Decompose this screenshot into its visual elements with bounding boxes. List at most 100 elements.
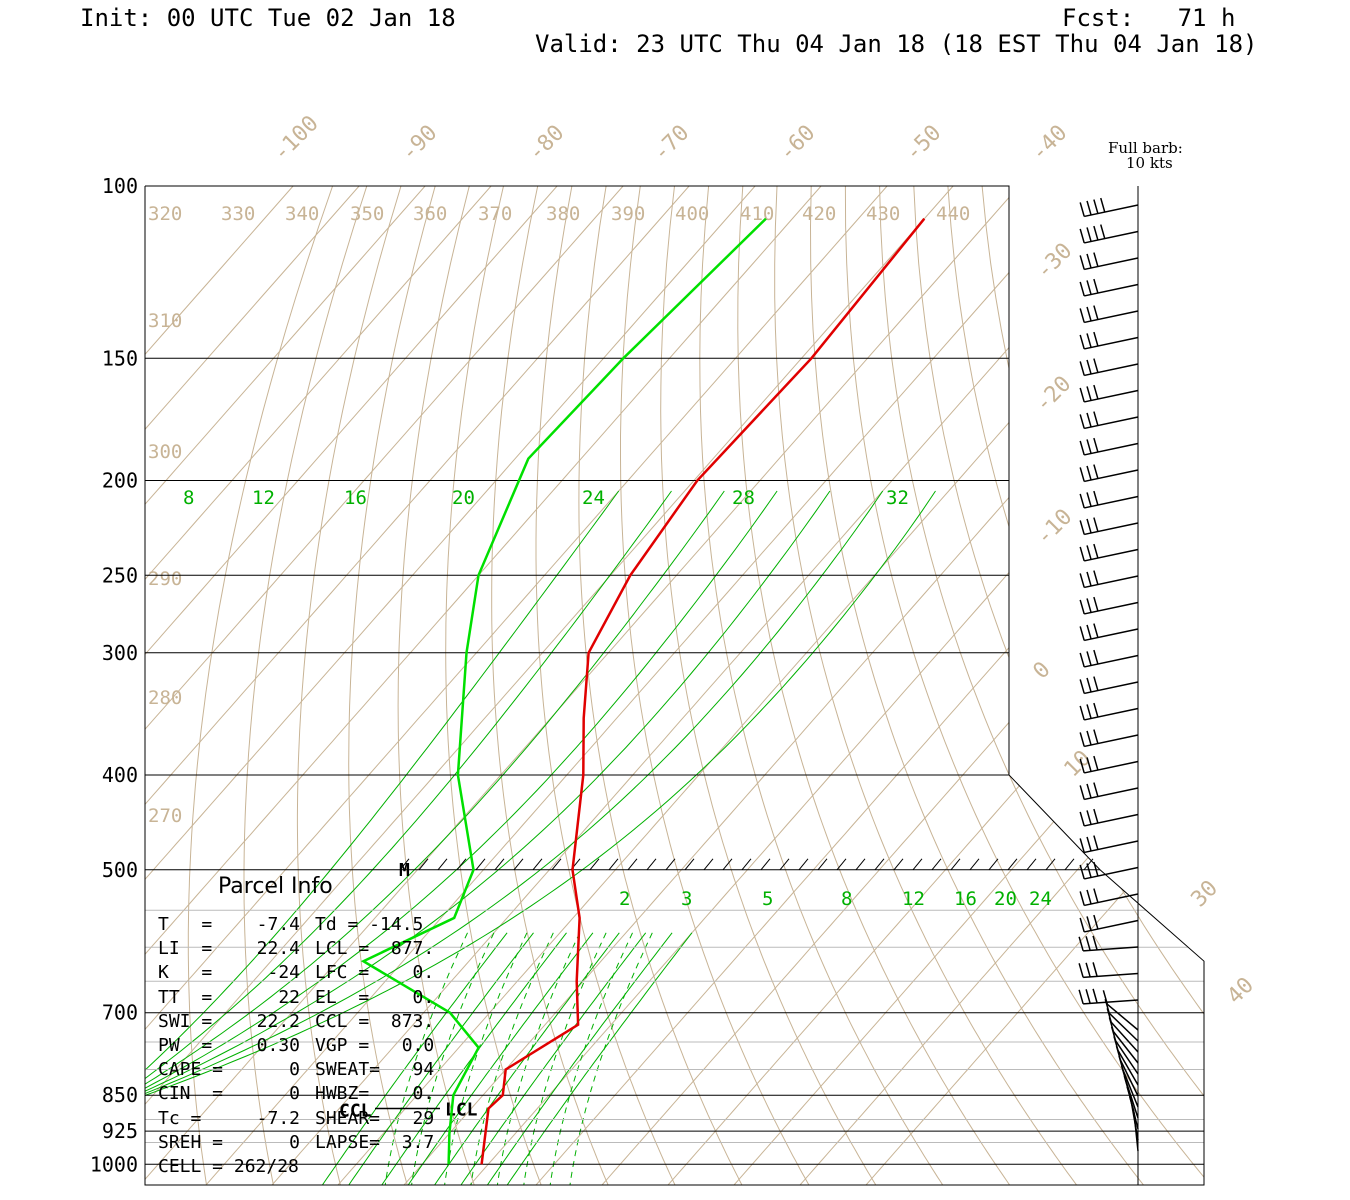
wind-barb-feather	[1092, 988, 1098, 1004]
hatch-mark	[1064, 858, 1075, 871]
hatch-mark	[532, 858, 543, 871]
wind-barb	[1084, 734, 1139, 748]
dry-adiabat-line	[774, 186, 1078, 1185]
parcel-row-label: TT =	[158, 986, 213, 1008]
wind-barb	[1084, 257, 1139, 271]
wind-barb-low	[1112, 1031, 1139, 1064]
parcel-row-extra: EL = 0.	[315, 986, 435, 1008]
wind-barb	[1084, 442, 1139, 456]
wind-barb-feather	[1086, 253, 1092, 269]
wind-barb-low	[1117, 1049, 1139, 1086]
wind-barb-feather	[1086, 651, 1092, 666]
moist-adiabat-line	[460, 932, 647, 1185]
hatch-mark	[950, 858, 961, 871]
wind-barb-feather	[1086, 306, 1092, 322]
wind-barb-feather	[1086, 810, 1092, 825]
wind-barb-feather	[1092, 962, 1098, 977]
dry-adiabat-line	[913, 186, 1204, 1185]
isotherm-line	[403, 186, 1204, 1185]
mixing-ratio-line	[145, 490, 831, 1184]
hatch-mark	[817, 858, 828, 871]
theta-label: 370	[478, 203, 512, 225]
dry-adiabat-line	[1015, 186, 1204, 1185]
mixing-ratio-label-lower: 8	[841, 888, 852, 910]
mixing-ratio-label: 24	[582, 487, 605, 509]
wind-barb-feather	[1086, 439, 1092, 454]
isotherm-label: -40	[1027, 120, 1073, 166]
wind-barb-feather	[1093, 808, 1099, 824]
hatch-mark	[494, 858, 505, 871]
wind-barb-feather	[1086, 412, 1092, 428]
mixing-ratio-label: 12	[252, 487, 275, 509]
theta-label: 360	[413, 203, 447, 225]
mixing-ratio-dashed-line	[384, 932, 468, 1185]
dry-adiabat-line	[187, 186, 334, 1185]
wind-barb-feather	[1093, 252, 1099, 267]
wind-barb-feather	[1079, 891, 1085, 906]
mixing-ratio-dashed-line	[444, 932, 528, 1185]
wind-barb-feather	[1079, 361, 1085, 376]
wind-barb-feather	[1079, 785, 1085, 800]
wind-barb-feather	[1093, 649, 1099, 665]
isotherm-line	[145, 186, 822, 1185]
wind-barb-feather	[1079, 546, 1085, 562]
wind-barb	[1084, 601, 1139, 615]
mixing-ratio-line	[145, 490, 620, 1184]
wind-barb-feather	[1079, 705, 1085, 721]
parcel-row-extra: LCL = 877.	[315, 938, 435, 960]
hatch-mark	[1007, 858, 1018, 871]
parcel-row-extra: LAPSE= 3.7	[315, 1131, 435, 1153]
dewpoint-profile	[360, 217, 767, 1165]
theta-label: 280	[148, 687, 182, 709]
hatch-mark	[703, 858, 714, 871]
wind-barb-feather	[1086, 200, 1092, 216]
theta-label: 300	[148, 441, 182, 463]
hatch-mark	[475, 858, 486, 871]
wind-barb-feather	[1093, 384, 1099, 400]
isotherm-label: -60	[775, 120, 821, 166]
wind-barb	[1084, 654, 1139, 668]
wind-barb-feather	[1079, 573, 1085, 588]
wind-barb-feather	[1093, 490, 1099, 506]
theta-label: 430	[866, 203, 900, 225]
ccl-label: CCL	[339, 1101, 372, 1122]
wind-barb	[1084, 813, 1139, 827]
dry-adiabat-line	[737, 186, 1011, 1185]
isotherm-label: 40	[1223, 973, 1259, 1009]
hatch-mark	[418, 858, 429, 871]
wind-barb-feather	[1079, 732, 1085, 747]
wind-barb-feather	[1093, 596, 1099, 612]
isotherm-label: -10	[1032, 504, 1078, 550]
wind-barb-feather	[1093, 623, 1099, 638]
parcel-row-extra: CCL = 873.	[315, 1010, 435, 1032]
diagram-frame	[144, 185, 1205, 1186]
theta-label: 270	[148, 805, 182, 827]
wind-barb-feather	[1086, 757, 1092, 772]
wind-barb-feather	[1078, 963, 1084, 978]
dry-adiabat-line	[535, 186, 676, 1185]
wind-barb-feather	[1086, 492, 1092, 507]
wind-barb-feather	[1079, 626, 1085, 641]
wind-barb-feather	[1100, 197, 1106, 213]
theta-label: 290	[148, 568, 182, 590]
dry-adiabat-line	[981, 186, 1204, 1185]
parcel-info-panel: Parcel Info T = -7.4 Td = -14.5 LI = 22.4 LCL…	[150, 872, 455, 1188]
hatch-mark	[779, 858, 790, 871]
moist-adiabat-line	[348, 932, 534, 1185]
dry-adiabat-line	[445, 186, 542, 1185]
mixing-ratio-label: 28	[732, 487, 755, 509]
isotherm-line	[145, 186, 756, 1185]
isotherm-line	[865, 186, 1204, 1185]
wind-barb	[1084, 389, 1139, 403]
hatch-mark	[551, 858, 562, 871]
wind-barb-feather	[1086, 545, 1092, 560]
mixing-ratio-line	[145, 490, 725, 1184]
wind-barb-feather	[1079, 308, 1085, 323]
wind-barb-feather	[1093, 543, 1099, 559]
isotherm-label: 0	[1029, 657, 1056, 684]
wind-barb	[1084, 628, 1139, 642]
dry-adiabat-line	[844, 186, 1204, 1185]
wind-barb	[1084, 866, 1139, 880]
mixing-ratio-label-lower: 3	[681, 888, 692, 910]
parcel-row-value: 22	[278, 986, 300, 1008]
